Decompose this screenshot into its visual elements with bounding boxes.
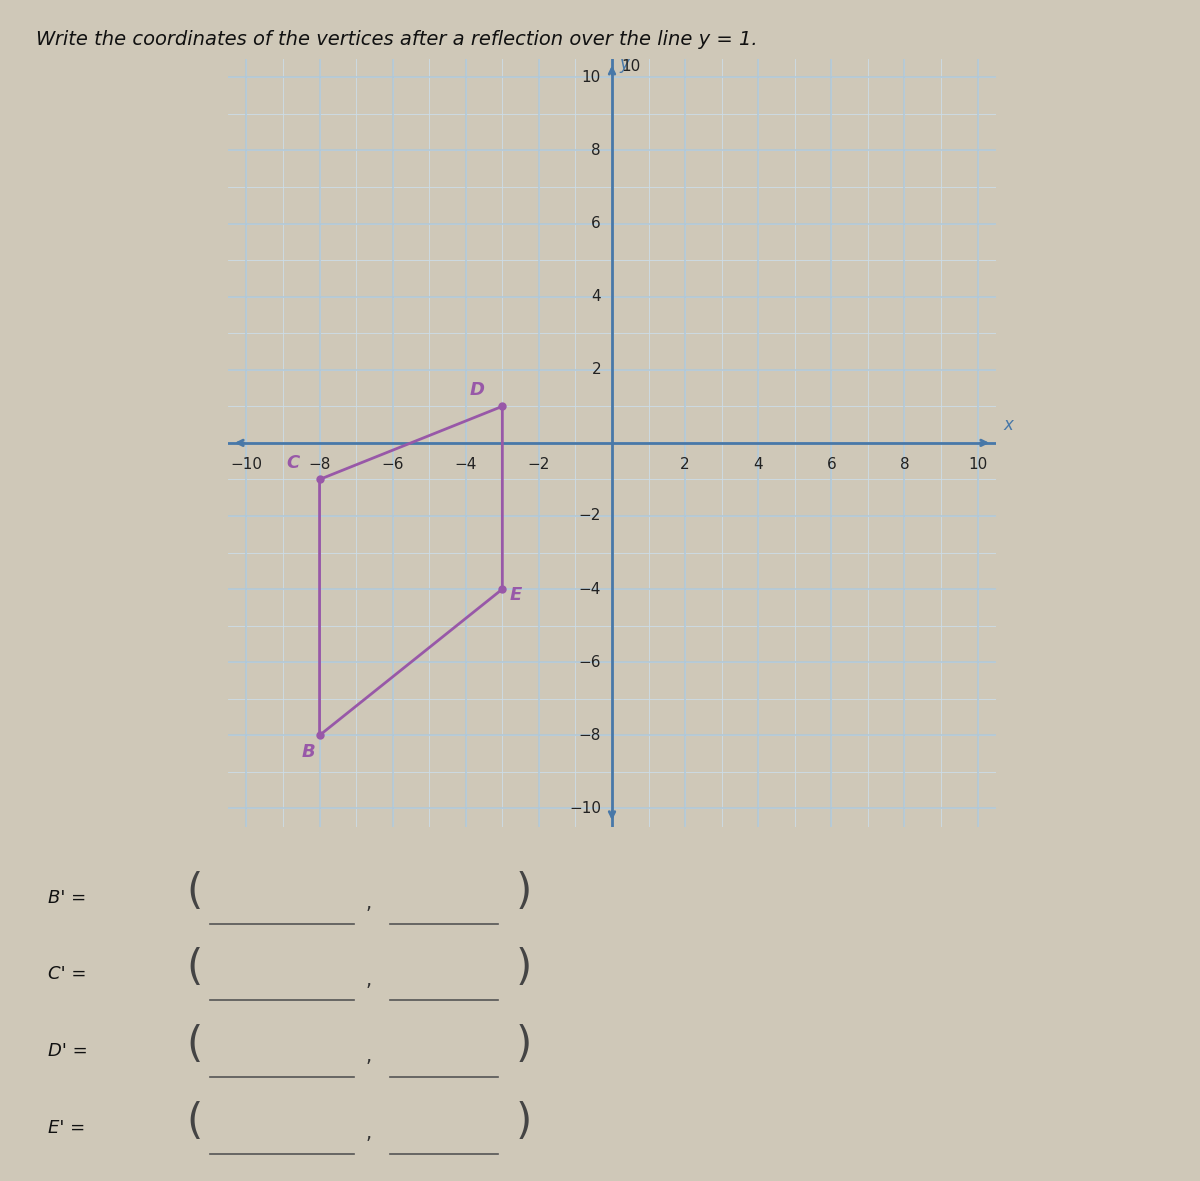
Text: 4: 4 [592,289,601,305]
Text: ): ) [516,947,533,990]
Text: C: C [287,455,300,472]
Text: y: y [619,56,629,73]
Text: ): ) [516,870,533,913]
Text: B' =: B' = [48,888,86,907]
Text: −6: −6 [382,457,404,472]
Text: 8: 8 [900,457,910,472]
Text: ,: , [366,1124,372,1143]
Text: −6: −6 [578,654,601,670]
Text: 6: 6 [592,216,601,231]
Text: (: ( [186,1101,203,1143]
Text: −4: −4 [578,581,601,596]
Text: E: E [510,586,522,603]
Text: 10: 10 [968,457,988,472]
Text: Write the coordinates of the vertices after a reflection over the line y = 1.: Write the coordinates of the vertices af… [36,30,757,48]
Text: −2: −2 [578,509,601,523]
Text: 10: 10 [622,59,641,73]
Text: (: ( [186,1024,203,1066]
Text: ,: , [366,894,372,913]
Text: (: ( [186,870,203,913]
Text: B: B [301,743,316,762]
Text: 8: 8 [592,143,601,158]
Text: ,: , [366,971,372,990]
Text: ): ) [516,1101,533,1143]
Text: −8: −8 [578,727,601,743]
Text: −4: −4 [455,457,476,472]
Text: (: ( [186,947,203,990]
Text: x: x [1003,416,1013,433]
Text: C' =: C' = [48,965,86,984]
Text: E' =: E' = [48,1118,85,1137]
Text: −10: −10 [569,801,601,816]
Text: 2: 2 [592,363,601,377]
Text: 10: 10 [582,70,601,85]
Text: 4: 4 [754,457,763,472]
Text: −10: −10 [230,457,263,472]
Text: D: D [469,381,485,399]
Text: ): ) [516,1024,533,1066]
Text: 2: 2 [680,457,690,472]
Text: −2: −2 [528,457,550,472]
Text: D' =: D' = [48,1042,88,1061]
Text: ,: , [366,1048,372,1066]
Text: 6: 6 [827,457,836,472]
Text: −8: −8 [308,457,331,472]
